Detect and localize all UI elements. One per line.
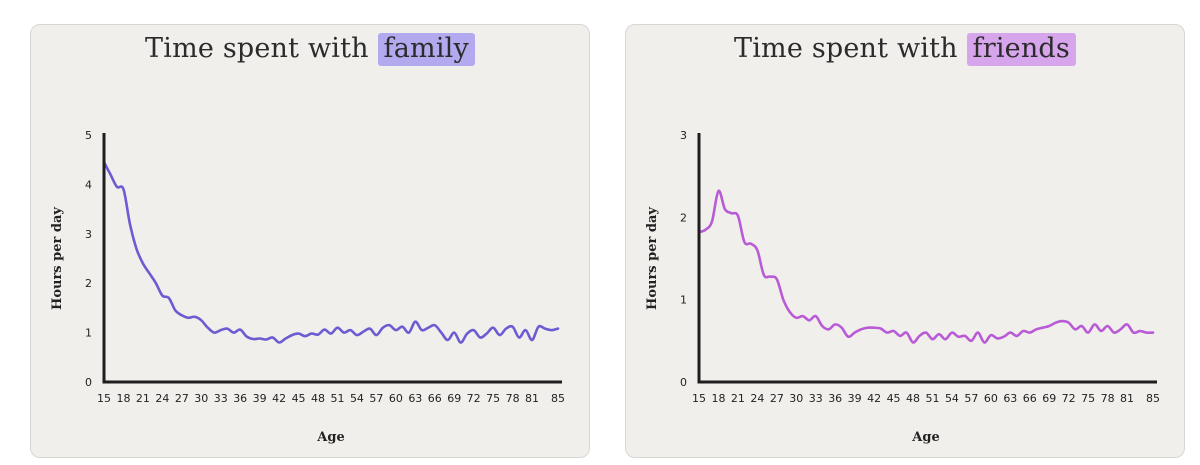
family-y-tick-label: 0 bbox=[85, 376, 92, 389]
family-x-tick-label: 30 bbox=[194, 392, 208, 405]
family-x-tick-label: 18 bbox=[116, 392, 130, 405]
friends-x-tick-label: 81 bbox=[1120, 392, 1134, 405]
family-x-tick-label: 21 bbox=[136, 392, 150, 405]
family-y-axis-title: Hours per day bbox=[50, 207, 65, 310]
friends-line-chart: Hours per day Age 0 1 2 3 15 18 21 24 27 30 33 36 39 42… bbox=[645, 129, 1160, 445]
friends-x-tick-label: 54 bbox=[945, 392, 959, 405]
family-x-tick-label: 39 bbox=[253, 392, 267, 405]
friends-y-tick-label: 2 bbox=[680, 211, 687, 224]
friends-x-tick-label: 27 bbox=[770, 392, 784, 405]
family-x-tick-label: 78 bbox=[506, 392, 520, 405]
family-x-tick-label: 42 bbox=[272, 392, 286, 405]
family-x-tick-label: 33 bbox=[214, 392, 228, 405]
friends-series-line bbox=[697, 189, 1155, 344]
friends-x-tick-label: 72 bbox=[1062, 392, 1076, 405]
friends-x-axis-title: Age bbox=[911, 430, 939, 445]
friends-x-tick-label: 30 bbox=[789, 392, 803, 405]
friends-x-tick-label: 48 bbox=[906, 392, 920, 405]
family-x-tick-label: 54 bbox=[350, 392, 364, 405]
family-x-tick-label: 48 bbox=[311, 392, 325, 405]
family-chart-title: Time spent with family bbox=[31, 33, 589, 66]
family-title-highlight: family bbox=[377, 33, 475, 66]
family-x-tick-label: 60 bbox=[389, 392, 403, 405]
family-chart-card: Time spent with family Hours per day Age 0… bbox=[30, 24, 590, 458]
family-title-prefix: Time spent with bbox=[145, 33, 378, 64]
family-x-tick-label: 81 bbox=[525, 392, 539, 405]
family-x-tick-label: 36 bbox=[233, 392, 247, 405]
family-y-tick-label: 2 bbox=[85, 277, 92, 290]
friends-x-tick-label: 75 bbox=[1081, 392, 1095, 405]
friends-title-prefix: Time spent with bbox=[734, 33, 967, 64]
family-x-tick-label: 85 bbox=[551, 392, 565, 405]
family-x-tick-label: 75 bbox=[486, 392, 500, 405]
family-x-tick-label: 15 bbox=[97, 392, 111, 405]
friends-x-tick-label: 69 bbox=[1042, 392, 1056, 405]
family-series-line bbox=[102, 160, 560, 344]
friends-x-tick-label: 51 bbox=[925, 392, 939, 405]
family-x-tick-label: 63 bbox=[408, 392, 422, 405]
friends-x-tick-label: 60 bbox=[984, 392, 998, 405]
friends-x-tick-label: 66 bbox=[1023, 392, 1037, 405]
friends-x-tick-label: 33 bbox=[809, 392, 823, 405]
friends-y-axis-title: Hours per day bbox=[645, 207, 660, 310]
friends-x-tick-label: 63 bbox=[1003, 392, 1017, 405]
family-x-tick-label: 27 bbox=[175, 392, 189, 405]
friends-x-tick-label: 42 bbox=[867, 392, 881, 405]
family-x-tick-label: 57 bbox=[369, 392, 383, 405]
friends-x-tick-label: 21 bbox=[731, 392, 745, 405]
friends-y-tick-label: 1 bbox=[680, 294, 687, 307]
friends-x-tick-label: 15 bbox=[692, 392, 706, 405]
friends-x-tick-label: 45 bbox=[887, 392, 901, 405]
friends-x-tick-label: 78 bbox=[1101, 392, 1115, 405]
friends-chart-title: Time spent with friends bbox=[626, 33, 1184, 66]
family-y-tick-label: 3 bbox=[85, 228, 92, 241]
friends-x-tick-label: 57 bbox=[964, 392, 978, 405]
family-x-tick-label: 66 bbox=[428, 392, 442, 405]
family-x-tick-label: 24 bbox=[155, 392, 169, 405]
friends-title-highlight: friends bbox=[966, 33, 1076, 66]
friends-x-tick-label: 24 bbox=[750, 392, 764, 405]
family-y-tick-label: 4 bbox=[85, 178, 92, 191]
family-x-tick-label: 69 bbox=[447, 392, 461, 405]
family-x-tick-label: 45 bbox=[292, 392, 306, 405]
family-y-tick-label: 1 bbox=[85, 327, 92, 340]
friends-chart-card: Time spent with friends Hours per day Age… bbox=[625, 24, 1185, 458]
friends-y-tick-label: 3 bbox=[680, 129, 687, 142]
friends-x-tick-label: 18 bbox=[711, 392, 725, 405]
family-x-tick-label: 51 bbox=[330, 392, 344, 405]
friends-x-tick-label: 85 bbox=[1146, 392, 1160, 405]
family-x-axis-title: Age bbox=[316, 430, 344, 445]
family-y-tick-label: 5 bbox=[85, 129, 92, 142]
family-x-tick-label: 72 bbox=[467, 392, 481, 405]
friends-x-tick-label: 36 bbox=[828, 392, 842, 405]
friends-y-tick-label: 0 bbox=[680, 376, 687, 389]
friends-x-tick-label: 39 bbox=[848, 392, 862, 405]
